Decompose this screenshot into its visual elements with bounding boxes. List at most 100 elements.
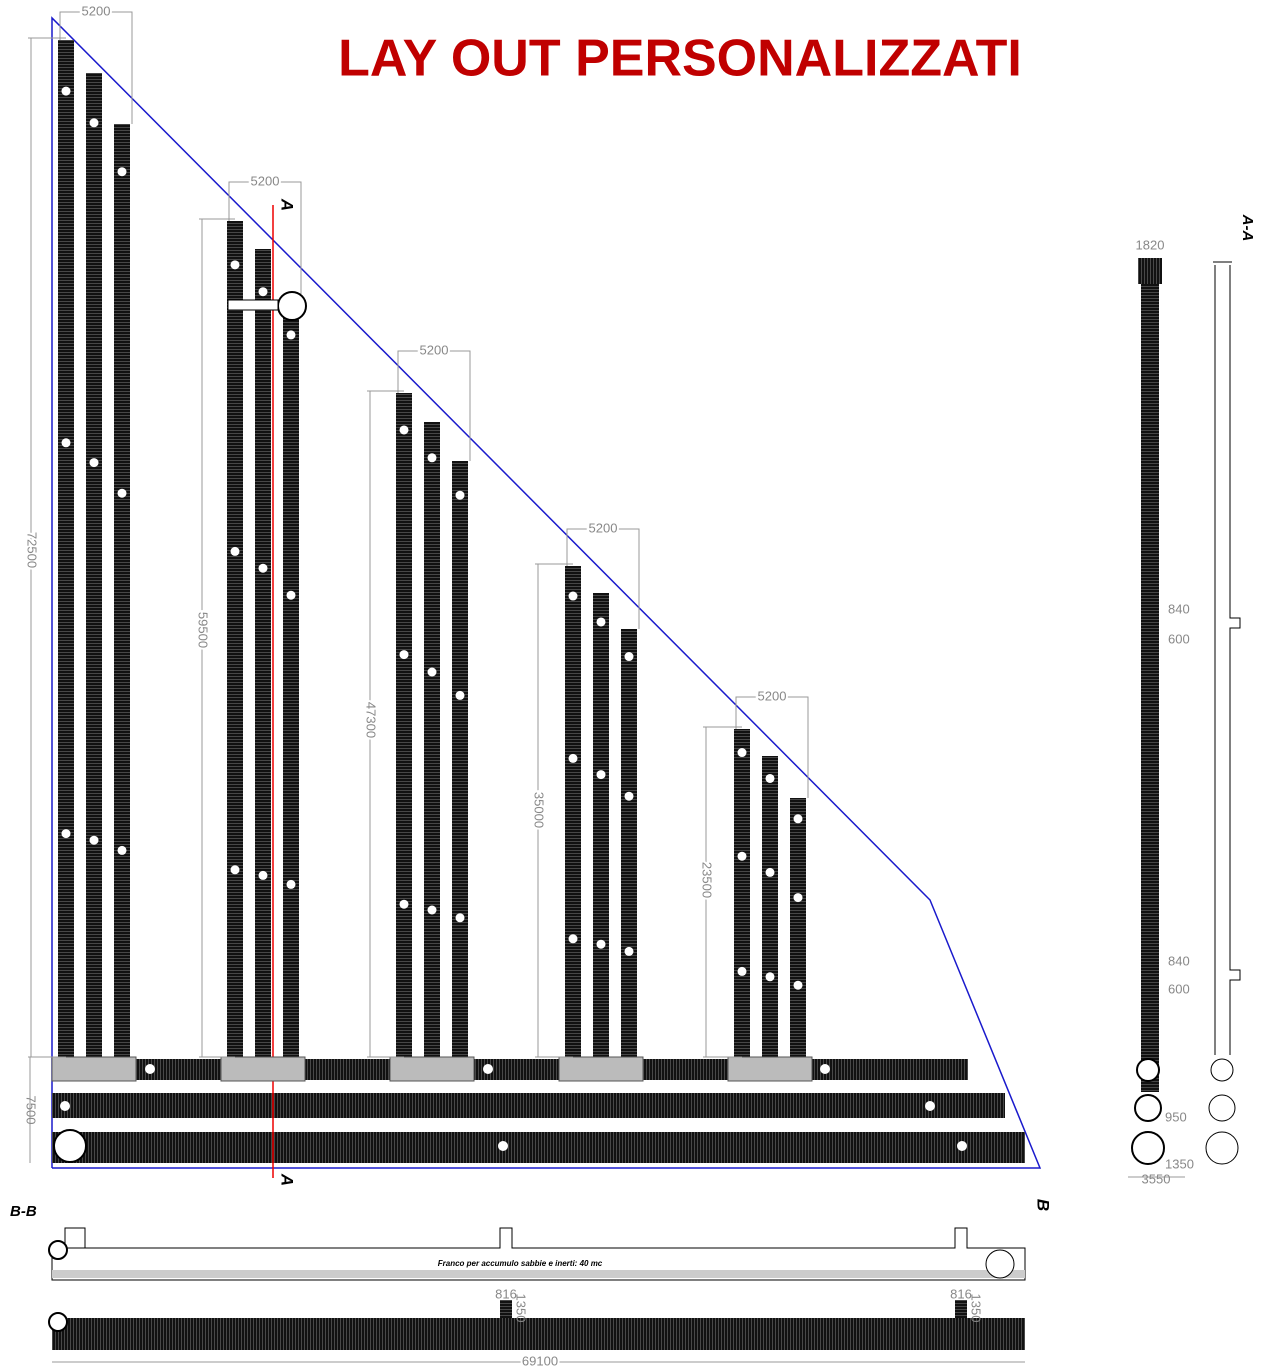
dimension-label: 1820 — [1136, 237, 1165, 252]
dimension-label: 72500 — [25, 532, 40, 568]
pipe — [762, 756, 778, 1057]
pipe-port — [427, 453, 437, 463]
inlet — [53, 1129, 87, 1163]
collector-section — [1136, 1058, 1160, 1082]
sediment — [52, 1270, 1025, 1278]
manifold — [220, 1056, 306, 1082]
pipe-port — [568, 934, 578, 944]
dimension-line — [228, 181, 302, 294]
port — [820, 1064, 830, 1074]
dimension-line — [59, 11, 133, 124]
riser — [1138, 258, 1162, 284]
collector-pipe — [52, 1059, 968, 1080]
inspection-well — [277, 291, 307, 321]
pipe-port — [61, 86, 71, 96]
dimension-line — [735, 696, 809, 798]
dimension-label: 600 — [1168, 981, 1190, 996]
dimension-line — [566, 528, 640, 629]
pipe-port — [89, 118, 99, 128]
dimension-label: 5200 — [82, 3, 111, 18]
pipe-port — [765, 773, 775, 783]
section-pipe — [1141, 262, 1159, 1092]
pipe-port — [230, 865, 240, 875]
collector-pipe — [52, 1132, 1025, 1163]
section-title: A-A — [1239, 214, 1256, 242]
pipe-port — [286, 330, 296, 340]
pipe — [283, 294, 299, 1057]
dimension-label: 7500 — [24, 1096, 39, 1125]
dimension-label: 1350 — [969, 1294, 984, 1323]
pipe — [396, 393, 412, 1057]
section-mark: A — [278, 198, 297, 211]
pipe-port — [230, 260, 240, 270]
pipe-port — [258, 563, 268, 573]
inlet — [48, 1240, 68, 1260]
pipe-port — [455, 490, 465, 500]
collector-section — [1205, 1131, 1239, 1165]
dimension-label: 1350 — [514, 1294, 529, 1323]
pipe-port — [765, 867, 775, 877]
manifold — [51, 1056, 137, 1082]
pipe-port — [230, 546, 240, 556]
pipe-port — [286, 590, 296, 600]
pipe-port — [399, 899, 409, 909]
pipe — [565, 566, 581, 1057]
pipe-port — [568, 591, 578, 601]
pipe — [734, 729, 750, 1057]
pipe-port — [793, 893, 803, 903]
pipe — [621, 629, 637, 1057]
pipe-port — [793, 980, 803, 990]
pipe — [452, 461, 468, 1057]
riser — [500, 1300, 512, 1318]
pipe-port — [61, 829, 71, 839]
pipe-port — [89, 458, 99, 468]
port — [498, 1141, 508, 1151]
dimension-label: 840 — [1168, 953, 1190, 968]
dimension-line — [397, 350, 471, 461]
manifold — [727, 1056, 813, 1082]
dimension-label: 5200 — [420, 342, 449, 357]
pipe-port — [737, 851, 747, 861]
section-note: Franco per accumulo sabbie e inerti: 40 … — [438, 1259, 603, 1268]
dimension-label: 5200 — [251, 173, 280, 188]
pipe — [114, 124, 130, 1057]
connector — [227, 299, 279, 311]
collector-section — [1208, 1094, 1236, 1122]
manifold — [389, 1056, 475, 1082]
pipe — [255, 249, 271, 1057]
port — [925, 1101, 935, 1111]
pipe-port — [455, 690, 465, 700]
pipe — [593, 593, 609, 1057]
dimension-label: 23500 — [700, 862, 715, 898]
pipe-port — [455, 913, 465, 923]
section-title: B-B — [10, 1203, 37, 1220]
pipe — [790, 798, 806, 1057]
pipe-port — [624, 652, 634, 662]
manifold — [558, 1056, 644, 1082]
pipe-port — [117, 167, 127, 177]
pipe-port — [117, 845, 127, 855]
collector-section — [1134, 1094, 1162, 1122]
section-pipe — [52, 1318, 1025, 1350]
pipe — [424, 422, 440, 1057]
pipe — [58, 40, 74, 1057]
port — [957, 1141, 967, 1151]
dimension-label: 5200 — [758, 688, 787, 703]
collector-section — [1131, 1131, 1165, 1165]
dimension-label: 816 — [495, 1286, 517, 1301]
section-outline — [1213, 261, 1241, 1055]
inlet — [48, 1312, 68, 1332]
pipe-port — [61, 438, 71, 448]
pipe-port — [624, 791, 634, 801]
dimension-label: 47300 — [364, 702, 379, 738]
section-mark: B — [1034, 1199, 1053, 1211]
dimension-label: 35000 — [532, 792, 547, 828]
riser — [955, 1300, 967, 1318]
pipe — [227, 221, 243, 1057]
port — [145, 1064, 155, 1074]
pipe-port — [258, 287, 268, 297]
pipe-port — [596, 770, 606, 780]
pipe-port — [596, 939, 606, 949]
dimension-label: 3550 — [1142, 1171, 1171, 1186]
dimension-label: 1350 — [1165, 1156, 1194, 1171]
